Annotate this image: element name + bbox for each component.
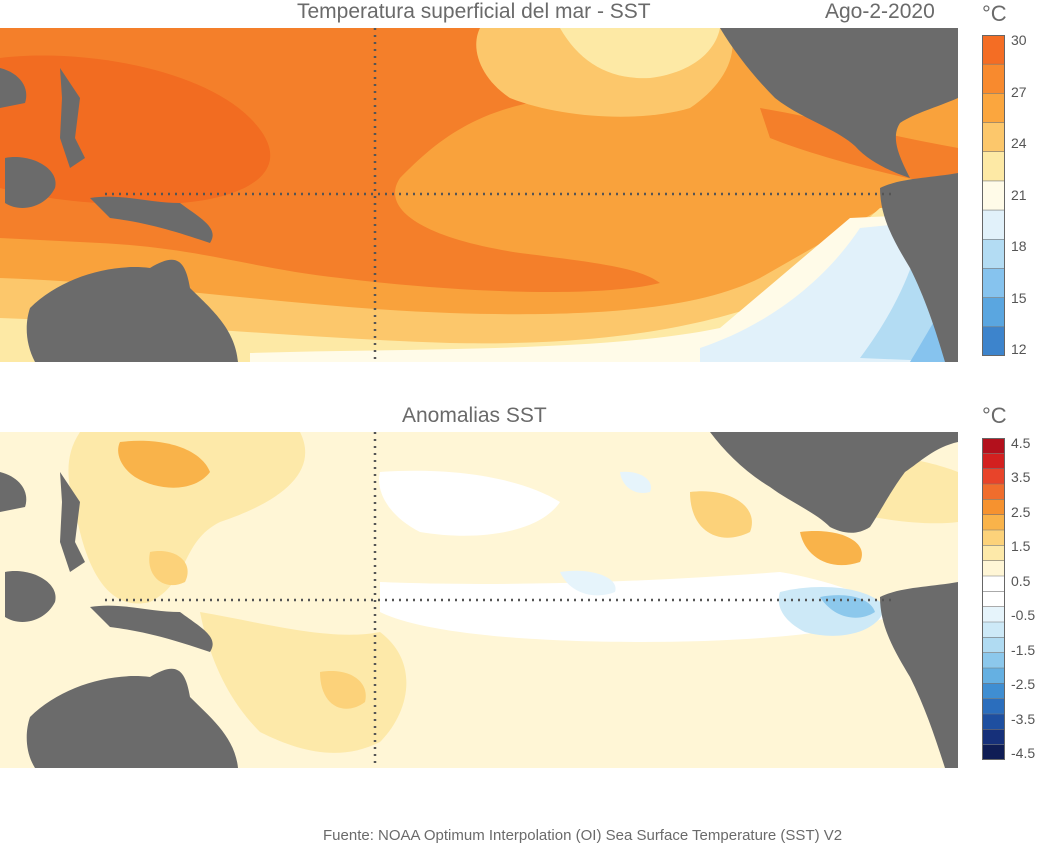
land-south-america — [880, 582, 958, 768]
anomaly_panel-colorbar-tick: -0.5 — [1011, 607, 1036, 624]
anomaly-warm-mexico — [800, 531, 862, 566]
anomaly_panel-colorbar-tick: 4.5 — [1011, 435, 1031, 451]
anomaly-cool-patch-1 — [560, 570, 616, 596]
anomaly_panel-colorbar-segment — [982, 576, 1005, 592]
land-south-america — [880, 173, 958, 362]
sst_panel-colorbar-tick: 21 — [1011, 186, 1027, 203]
sst_panel-colorbar-segment — [982, 326, 1005, 356]
anomaly-neutral-north — [379, 470, 560, 536]
anomaly_panel-colorbar-segment — [982, 484, 1005, 500]
anomaly_panel-colorbar-segment — [982, 744, 1005, 760]
anomaly-warm-ne — [690, 491, 752, 538]
anomaly_panel-colorbar-segment — [982, 652, 1005, 669]
anomaly_panel-colorbar-segment — [982, 468, 1005, 485]
anomaly_panel-colorbar-segment — [982, 514, 1005, 531]
anomaly_panel-colorbar-tick: -2.5 — [1011, 676, 1036, 693]
sst-unit-label: °C — [982, 1, 1007, 26]
sst_panel-colorbar-segment — [982, 268, 1005, 299]
sst_panel-colorbar-segment — [982, 64, 1005, 94]
sst-title: Temperatura superficial del mar - SST — [297, 0, 651, 23]
sst_panel-colorbar-segment — [982, 151, 1005, 182]
sst-date: Ago-2-2020 — [825, 0, 935, 23]
anomaly_panel-colorbar-segment — [982, 591, 1005, 608]
land-new-guinea — [90, 196, 213, 243]
sst_panel-colorbar-border — [982, 35, 1005, 356]
sst_panel-colorbar-segment — [982, 93, 1005, 124]
sst_panel-colorbar-tick: 27 — [1011, 83, 1027, 100]
sst_panel-colorbar-segment — [982, 210, 1005, 240]
sst_panel-colorbar-tick: 18 — [1011, 238, 1027, 254]
anomaly-warm-south — [200, 612, 407, 753]
anomaly-map — [0, 432, 958, 768]
sst-map — [0, 28, 958, 362]
sst_panel-colorbar-tick: 24 — [1011, 135, 1027, 151]
anomaly-warm-core-3 — [320, 671, 366, 709]
anomaly_panel-colorbar-segment — [982, 622, 1005, 638]
anomaly_panel-colorbar-tick: 3.5 — [1011, 469, 1031, 486]
anomaly-colorbar-svg — [982, 438, 1005, 760]
source-caption: Fuente: NOAA Optimum Interpolation (OI) … — [323, 827, 843, 844]
anomaly_panel-colorbar-border — [982, 438, 1005, 760]
anomaly_panel-colorbar-tick: -1.5 — [1011, 641, 1036, 658]
land-new-guinea — [90, 605, 213, 652]
anomaly_panel-colorbar-tick: -4.5 — [1011, 745, 1036, 761]
land-australia — [26, 259, 238, 362]
sst-south-band-2 — [0, 203, 958, 362]
anomaly-unit-label: °C — [982, 403, 1007, 428]
anomaly_panel-colorbar-segment — [982, 560, 1005, 577]
anomaly_panel-colorbar-segment — [982, 606, 1005, 623]
sst-colorbar-svg — [982, 35, 1005, 356]
anomaly_panel-colorbar-segment — [982, 637, 1005, 654]
land-borneo — [5, 157, 56, 208]
sst_panel-colorbar-tick: 30 — [1011, 32, 1027, 48]
sst_panel-colorbar-segment — [982, 122, 1005, 153]
anomaly_panel-colorbar-segment — [982, 499, 1005, 516]
land-borneo — [5, 571, 56, 622]
anomaly_panel-colorbar-segment — [982, 530, 1005, 546]
anomaly-title: Anomalias SST — [402, 404, 547, 427]
sst_panel-colorbar-tick: 15 — [1011, 289, 1027, 306]
anomaly_panel-colorbar-segment — [982, 698, 1005, 715]
anomaly_panel-colorbar-tick: -3.5 — [1011, 710, 1036, 727]
land-north-america — [720, 28, 958, 178]
anomaly_panel-colorbar-segment — [982, 545, 1005, 562]
anomaly_panel-colorbar-segment — [982, 714, 1005, 730]
sst_panel-colorbar-segment — [982, 35, 1005, 65]
anomaly_panel-colorbar-segment — [982, 729, 1005, 746]
land-asia-north — [0, 472, 27, 512]
anomaly_panel-colorbar-segment — [982, 683, 1005, 700]
sst_panel-colorbar-tick: 12 — [1011, 341, 1027, 357]
anomaly-warm-core-2 — [149, 551, 188, 586]
land-australia — [26, 668, 238, 768]
anomaly-cool-patch-2 — [620, 471, 651, 493]
anomaly-warm-core-1 — [118, 440, 210, 488]
sst-colorbar — [982, 35, 1005, 356]
sst_panel-colorbar-segment — [982, 297, 1005, 328]
sst_panel-colorbar-segment — [982, 239, 1005, 270]
land-asia-north — [0, 68, 27, 108]
anomaly_panel-colorbar-segment — [982, 453, 1005, 470]
anomaly_panel-colorbar-tick: 2.5 — [1011, 503, 1031, 520]
land-philippines — [60, 472, 85, 572]
anomaly_panel-colorbar-tick: 0.5 — [1011, 572, 1031, 589]
anomaly-warm-wpac — [68, 432, 306, 604]
sst_panel-colorbar-segment — [982, 180, 1005, 211]
anomaly_panel-colorbar-segment — [982, 438, 1005, 454]
land-philippines — [60, 68, 85, 168]
anomaly_panel-colorbar-segment — [982, 668, 1005, 684]
anomaly-colorbar — [982, 438, 1005, 760]
land-north-america — [710, 432, 958, 533]
anomaly_panel-colorbar-tick: 1.5 — [1011, 538, 1031, 555]
sst-ne-cooler — [560, 28, 720, 79]
anomaly-neutral-equator — [380, 572, 900, 642]
